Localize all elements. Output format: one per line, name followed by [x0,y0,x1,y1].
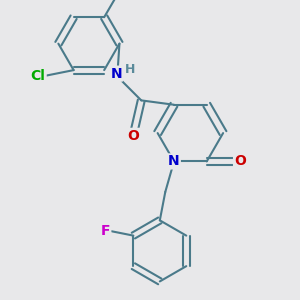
Text: O: O [128,129,140,143]
Text: F: F [101,224,110,238]
Text: O: O [234,154,246,168]
Text: N: N [110,67,122,81]
Text: Cl: Cl [31,69,46,82]
Text: H: H [125,63,136,76]
Text: N: N [168,154,180,168]
